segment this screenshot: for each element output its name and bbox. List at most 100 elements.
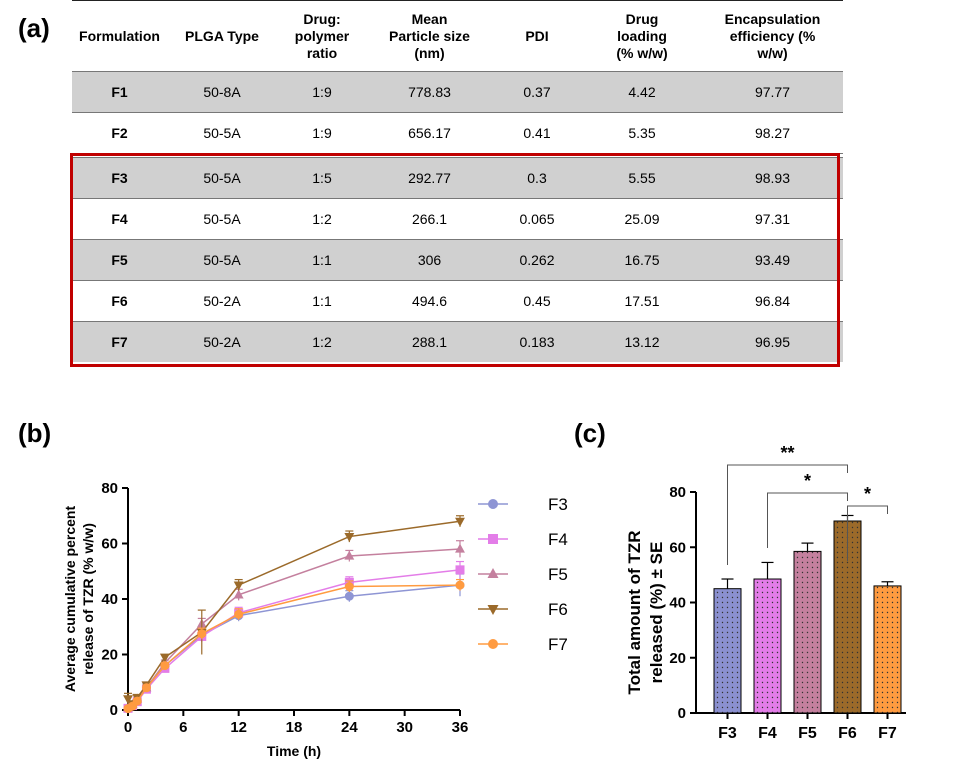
legend-label-f6: F6 (548, 600, 568, 619)
legend-label-f3: F3 (548, 495, 568, 514)
x-axis-title: Time (h) (267, 743, 321, 759)
table-cell: 25.09 (624, 211, 660, 227)
table-cell: 13.12 (582, 321, 702, 362)
data-point-f6 (455, 517, 465, 527)
header-line: Mean (411, 10, 448, 27)
table-cell: 50-5A (167, 157, 277, 199)
table-cell: 98.27 (754, 125, 791, 141)
x-tick-label: F4 (758, 725, 777, 742)
table-row: F2 50-5A 1:9 656.17 0.41 5.35 98.27 (72, 112, 843, 154)
table-cell: 1:1 (277, 239, 367, 281)
x-tick-label: 6 (179, 719, 187, 736)
table-cell: 16.75 (582, 239, 702, 281)
table-cell: 1:2 (277, 321, 367, 362)
table-cell: 50-5A (203, 211, 241, 227)
series-line-f3 (127, 584, 461, 710)
table-cell: 306 (367, 239, 492, 281)
y-tick-label: 40 (669, 595, 686, 612)
table-row: F4 50-5A 1:2 266.1 0.065 25.09 97.31 (72, 198, 843, 240)
table-cell: F2 (111, 125, 128, 141)
significance-label: ** (780, 443, 794, 463)
significance-bracket (767, 492, 848, 548)
y-tick-label: 60 (669, 539, 686, 556)
x-tick-label: 18 (286, 719, 303, 736)
data-point-f7 (141, 683, 151, 693)
header-line: Encapsulation (724, 10, 821, 27)
significance-label: * (804, 471, 811, 491)
table-cell: 93.49 (702, 239, 843, 281)
table-cell: 0.37 (492, 71, 582, 113)
x-tick-label: 30 (396, 719, 413, 736)
significance-label: * (864, 484, 871, 504)
table-row: F3 50-5A 1:5 292.77 0.3 5.55 98.93 (72, 157, 843, 199)
header-line: ratio (306, 44, 338, 61)
legend-marker (487, 568, 499, 578)
x-tick-label: F7 (878, 725, 897, 742)
significance-bracket (727, 464, 848, 565)
table-row: F5 50-5A 1:1 306 0.262 16.75 93.49 (72, 239, 843, 281)
table-cell: 1:9 (312, 125, 332, 141)
data-point-f7 (132, 696, 142, 706)
legend-label-f4: F4 (548, 530, 568, 549)
table-header-cell: Mean Particle size (nm) (367, 1, 492, 72)
data-point-f5 (455, 543, 465, 553)
table-row: F1 50-8A 1:9 778.83 0.37 4.42 97.77 (72, 71, 843, 113)
table-header-cell: Drug loading (% w/w) (582, 1, 702, 72)
y-tick-label: 80 (669, 484, 686, 501)
header-line: w/w) (757, 44, 788, 61)
table-cell: 50-5A (167, 239, 277, 281)
y-tick-label: 0 (110, 702, 118, 719)
data-point-f6 (123, 695, 133, 705)
bar-f7 (873, 585, 902, 714)
table-cell: 0.065 (519, 211, 555, 227)
highlight-box (70, 153, 840, 367)
table-cell: 0.3 (492, 157, 582, 199)
panel-label-b: (b) (18, 418, 52, 448)
table-cell: F1 (72, 71, 167, 113)
header-line: (% w/w) (616, 44, 668, 61)
panel-label-c: (c) (574, 418, 606, 448)
table-cell: 4.42 (582, 71, 702, 113)
formulation-table: Formulation PLGA Type Drug: polymer ratio Mea… (72, 0, 843, 362)
table-cell: 1:9 (277, 71, 367, 113)
series-line-f6 (127, 520, 461, 706)
data-point-f7 (455, 580, 465, 590)
table-cell: 266.1 (411, 211, 448, 227)
data-point-f7 (344, 582, 354, 592)
release-profile-chart: 0 20 40 60 80 0 6 12 18 24 30 36 Time (h) Average cum… (62, 480, 508, 759)
legend-marker (487, 605, 499, 615)
table-header-cell: PDI (492, 1, 582, 72)
x-tick-label: 0 (124, 719, 132, 736)
y-tick-label: 40 (101, 591, 118, 608)
table-cell: 494.6 (411, 293, 448, 309)
table-cell: 656.17 (408, 125, 451, 141)
header-line: Particle size (389, 27, 470, 44)
table-row: F6 50-2A 1:1 494.6 0.45 17.51 96.84 (72, 280, 843, 322)
table-cell: F6 (111, 293, 128, 309)
header-line: Drug: (303, 10, 341, 27)
table-cell: 0.262 (492, 239, 582, 281)
table-header-cell: PLGA Type (167, 1, 277, 72)
table-cell: 288.1 (367, 321, 492, 362)
data-point-f7 (160, 661, 170, 671)
table-cell: 50-5A (203, 125, 241, 141)
y-tick-label: 80 (101, 480, 118, 497)
table-cell: 1:1 (312, 293, 332, 309)
table-cell: 5.55 (582, 157, 702, 199)
table-header-row: Formulation PLGA Type Drug: polymer ratio Mea… (72, 0, 843, 72)
y-axis-title: Total amount of TZR released (%) ± SE (625, 531, 666, 695)
data-point-f6 (233, 581, 244, 591)
table-cell: 17.51 (624, 293, 660, 309)
table-cell: F5 (72, 239, 167, 281)
x-tick-label: F6 (838, 725, 857, 742)
table-cell: 0.183 (492, 321, 582, 362)
table-cell: 1:2 (312, 211, 332, 227)
y-axis-title: Average cumulative percent release of TZR… (62, 506, 96, 693)
significance-bracket (847, 505, 888, 561)
table-cell: 778.83 (367, 71, 492, 113)
data-point-f5 (233, 589, 244, 599)
header-line: polymer (294, 27, 350, 44)
x-tick-label: 24 (341, 719, 358, 736)
legend-marker (488, 639, 498, 649)
